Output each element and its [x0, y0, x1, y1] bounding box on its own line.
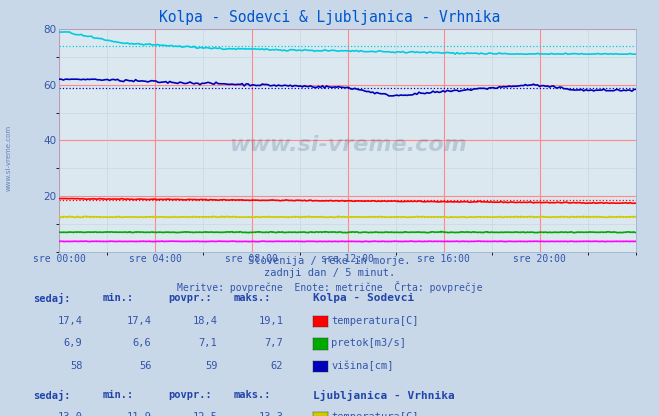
Text: 6,6: 6,6 — [133, 338, 152, 348]
Text: 19,1: 19,1 — [258, 316, 283, 326]
Text: sedaj:: sedaj: — [33, 293, 71, 305]
Text: 13,3: 13,3 — [258, 412, 283, 416]
Text: Slovenija / reke in morje.: Slovenija / reke in morje. — [248, 256, 411, 266]
Text: Ljubljanica - Vrhnika: Ljubljanica - Vrhnika — [313, 390, 455, 401]
Text: maks.:: maks.: — [234, 293, 272, 303]
Text: 12,5: 12,5 — [192, 412, 217, 416]
Text: maks.:: maks.: — [234, 390, 272, 400]
Text: min.:: min.: — [102, 390, 133, 400]
Text: 6,9: 6,9 — [64, 338, 82, 348]
Text: 56: 56 — [139, 361, 152, 371]
Text: Meritve: povprečne  Enote: metrične  Črta: povprečje: Meritve: povprečne Enote: metrične Črta:… — [177, 281, 482, 293]
Text: 7,1: 7,1 — [199, 338, 217, 348]
Text: www.si-vreme.com: www.si-vreme.com — [229, 135, 467, 155]
Text: 59: 59 — [205, 361, 217, 371]
Text: 62: 62 — [271, 361, 283, 371]
Text: 17,4: 17,4 — [127, 316, 152, 326]
Text: www.si-vreme.com: www.si-vreme.com — [5, 125, 12, 191]
Text: 18,4: 18,4 — [192, 316, 217, 326]
Text: 7,7: 7,7 — [265, 338, 283, 348]
Text: 13,0: 13,0 — [57, 412, 82, 416]
Text: 17,4: 17,4 — [57, 316, 82, 326]
Text: temperatura[C]: temperatura[C] — [331, 412, 419, 416]
Text: pretok[m3/s]: pretok[m3/s] — [331, 338, 407, 348]
Text: sedaj:: sedaj: — [33, 390, 71, 401]
Text: povpr.:: povpr.: — [168, 390, 212, 400]
Text: zadnji dan / 5 minut.: zadnji dan / 5 minut. — [264, 268, 395, 278]
Text: povpr.:: povpr.: — [168, 293, 212, 303]
Text: min.:: min.: — [102, 293, 133, 303]
Text: 58: 58 — [70, 361, 82, 371]
Text: temperatura[C]: temperatura[C] — [331, 316, 419, 326]
Text: Kolpa - Sodevci & Ljubljanica - Vrhnika: Kolpa - Sodevci & Ljubljanica - Vrhnika — [159, 10, 500, 25]
Text: višina[cm]: višina[cm] — [331, 361, 394, 371]
Text: 11,9: 11,9 — [127, 412, 152, 416]
Text: Kolpa - Sodevci: Kolpa - Sodevci — [313, 293, 415, 303]
